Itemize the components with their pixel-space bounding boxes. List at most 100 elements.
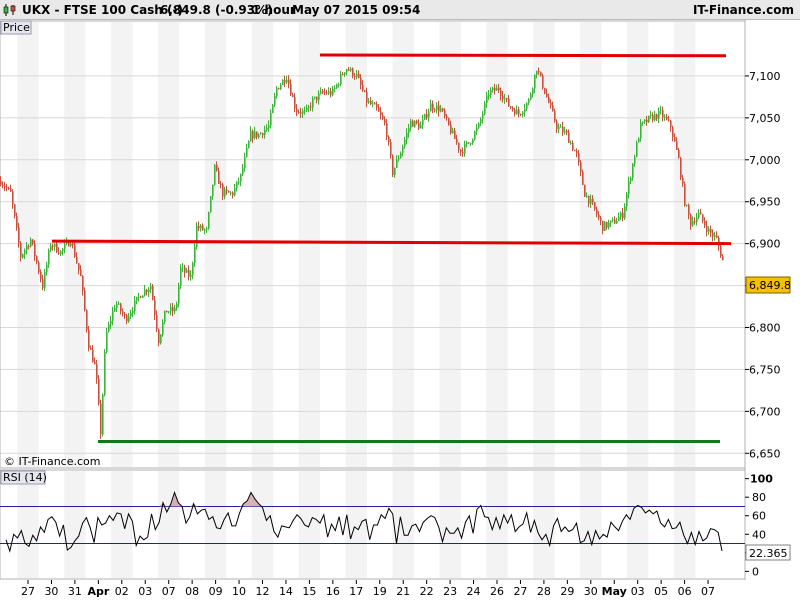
candle-body bbox=[12, 191, 14, 205]
time-tick-label: 09 bbox=[209, 585, 223, 598]
candle-body bbox=[530, 94, 532, 100]
candle-body bbox=[424, 114, 426, 120]
candle-body bbox=[442, 108, 444, 111]
candle-body bbox=[82, 276, 84, 291]
candle-body bbox=[42, 279, 44, 288]
candle-body bbox=[300, 112, 302, 114]
candle-body bbox=[216, 164, 218, 171]
day-band bbox=[204, 22, 227, 467]
candle-body bbox=[308, 106, 310, 108]
time-tick-label: 02 bbox=[115, 585, 129, 598]
candle-body bbox=[578, 153, 580, 163]
candle-body bbox=[474, 131, 476, 140]
candle-body bbox=[722, 256, 724, 261]
candle-body bbox=[244, 156, 246, 169]
candle-body bbox=[48, 250, 50, 265]
candle-body bbox=[452, 130, 454, 134]
candle-body bbox=[694, 221, 696, 223]
candle-body bbox=[572, 142, 574, 151]
candle-body bbox=[548, 96, 550, 103]
candle-body bbox=[540, 71, 542, 76]
candle-body bbox=[470, 143, 472, 145]
candle-body bbox=[36, 256, 38, 263]
candle-body bbox=[88, 329, 90, 349]
candle-body bbox=[384, 119, 386, 124]
candle-body bbox=[550, 102, 552, 106]
candle-body bbox=[446, 116, 448, 118]
candle-body bbox=[498, 87, 500, 91]
rsi-overbought-fill bbox=[480, 505, 485, 507]
candle-body bbox=[338, 84, 340, 86]
candle-body bbox=[196, 225, 198, 247]
candle-body bbox=[600, 217, 602, 221]
candle-body bbox=[254, 131, 256, 139]
candle-body bbox=[72, 243, 74, 245]
candle-body bbox=[54, 243, 56, 247]
candle-body bbox=[52, 245, 54, 247]
day-band bbox=[298, 22, 321, 467]
timeframe: 1 hour bbox=[252, 3, 296, 17]
candle-body bbox=[434, 109, 436, 111]
time-tick-label: 15 bbox=[302, 585, 316, 598]
candle-body bbox=[198, 225, 200, 229]
candle-body bbox=[710, 228, 712, 233]
brand: IT-Finance.com bbox=[692, 3, 794, 17]
candle-body bbox=[688, 204, 690, 215]
candle-body bbox=[16, 215, 18, 228]
candle-body bbox=[280, 84, 282, 90]
candle-body bbox=[562, 126, 564, 133]
price-tick-label: 6,900 bbox=[749, 238, 781, 251]
candle-body bbox=[236, 181, 238, 189]
candle-body bbox=[220, 183, 222, 185]
candle-body bbox=[646, 119, 648, 123]
candle-body bbox=[620, 212, 622, 218]
candle-body bbox=[666, 116, 668, 120]
candle-body bbox=[440, 108, 442, 112]
candle-body bbox=[476, 127, 478, 132]
day-band bbox=[111, 471, 133, 578]
candle-body bbox=[606, 222, 608, 228]
candle-body bbox=[284, 79, 286, 83]
candle-body bbox=[310, 106, 312, 108]
candle-body bbox=[490, 90, 492, 95]
price-panel-tab bbox=[0, 20, 32, 35]
candle-body bbox=[92, 349, 94, 362]
day-band bbox=[251, 22, 274, 467]
candle-body bbox=[228, 191, 230, 193]
candle-body bbox=[686, 204, 688, 206]
candle-body bbox=[326, 92, 328, 94]
candle-body bbox=[690, 214, 692, 226]
candle-body bbox=[132, 310, 134, 313]
candle-body bbox=[316, 96, 318, 101]
candle-body bbox=[678, 149, 680, 158]
candle-body bbox=[186, 269, 188, 273]
candle-body bbox=[568, 132, 570, 143]
candle-body bbox=[626, 194, 628, 207]
candle-body bbox=[238, 181, 240, 183]
candle-body bbox=[366, 91, 368, 103]
candle-body bbox=[90, 348, 92, 350]
time-tick-label: 05 bbox=[654, 585, 668, 598]
time-axis: 27 30 31 Apr 02 03 07 08 09 10 12 14 15 16 17 19 21 22 23 2… bbox=[21, 580, 715, 598]
candle-body bbox=[458, 142, 460, 150]
candle-body bbox=[518, 109, 520, 115]
candle-body bbox=[184, 267, 186, 273]
candle-body bbox=[178, 285, 180, 304]
candle-body bbox=[116, 304, 118, 309]
candle-body bbox=[112, 311, 114, 321]
candle-body bbox=[60, 250, 62, 254]
candle-body bbox=[388, 136, 390, 143]
candle-body bbox=[354, 76, 356, 78]
candle-body bbox=[368, 100, 370, 103]
candle-body bbox=[226, 189, 228, 192]
candle-body bbox=[454, 130, 456, 140]
candle-body bbox=[230, 192, 232, 194]
last-rsi-badge bbox=[745, 544, 791, 561]
candle-body bbox=[290, 84, 292, 95]
day-band bbox=[111, 22, 133, 467]
candle-body bbox=[74, 244, 76, 257]
candle-body bbox=[282, 79, 284, 85]
candle-body bbox=[608, 222, 610, 228]
candle-body bbox=[356, 73, 358, 77]
